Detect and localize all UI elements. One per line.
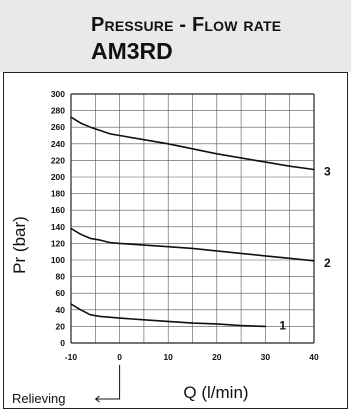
relieving-annotation: Relieving [12, 391, 65, 406]
x-tick-label: 0 [117, 352, 122, 362]
series-label-2: 2 [324, 256, 331, 270]
y-tick-label: 220 [51, 155, 65, 165]
y-tick-label: 160 [51, 205, 65, 215]
x-tick-label: 40 [309, 352, 319, 362]
series-labels: 1 2 3 [279, 165, 331, 333]
x-axis-label: Q (l/min) [183, 383, 248, 402]
series-label-1: 1 [279, 318, 286, 332]
y-tick-label: 0 [60, 338, 65, 348]
y-tick-label: 180 [51, 189, 65, 199]
x-tick-label: 30 [261, 352, 271, 362]
chart-frame [3, 72, 348, 409]
y-tick-label: 300 [51, 89, 65, 99]
y-tick-label: 40 [56, 305, 66, 315]
y-tick-label: 20 [56, 321, 66, 331]
relieving-arrow-icon [94, 365, 121, 403]
chart-title: Pressure - Flow rate [91, 14, 282, 36]
x-tick-label: 10 [163, 352, 173, 362]
x-tick-labels: -10 0 10 20 30 40 [65, 352, 319, 362]
header-band [0, 0, 351, 72]
series-lines [70, 116, 315, 328]
y-tick-label: 140 [51, 222, 65, 232]
series-label-3: 3 [324, 165, 331, 179]
series-line-1 [70, 303, 267, 328]
y-tick-label: 200 [51, 172, 65, 182]
series-line-2 [70, 227, 315, 262]
series-line-3 [70, 116, 315, 171]
y-tick-label: 60 [56, 288, 66, 298]
model-name: AM3RD [91, 38, 173, 64]
y-axis-label: Pr (bar) [10, 216, 29, 274]
y-tick-label: 240 [51, 139, 65, 149]
y-tick-label: 280 [51, 106, 65, 116]
grid [70, 93, 315, 344]
y-tick-labels: 0 20 40 60 80 100 120 140 160 180 200 220 240 260 280 3… [51, 89, 65, 348]
y-tick-label: 80 [56, 272, 66, 282]
x-tick-label: 20 [212, 352, 222, 362]
y-tick-label: 120 [51, 238, 65, 248]
x-tick-label: -10 [65, 352, 78, 362]
y-tick-label: 260 [51, 122, 65, 132]
y-tick-label: 100 [51, 255, 65, 265]
